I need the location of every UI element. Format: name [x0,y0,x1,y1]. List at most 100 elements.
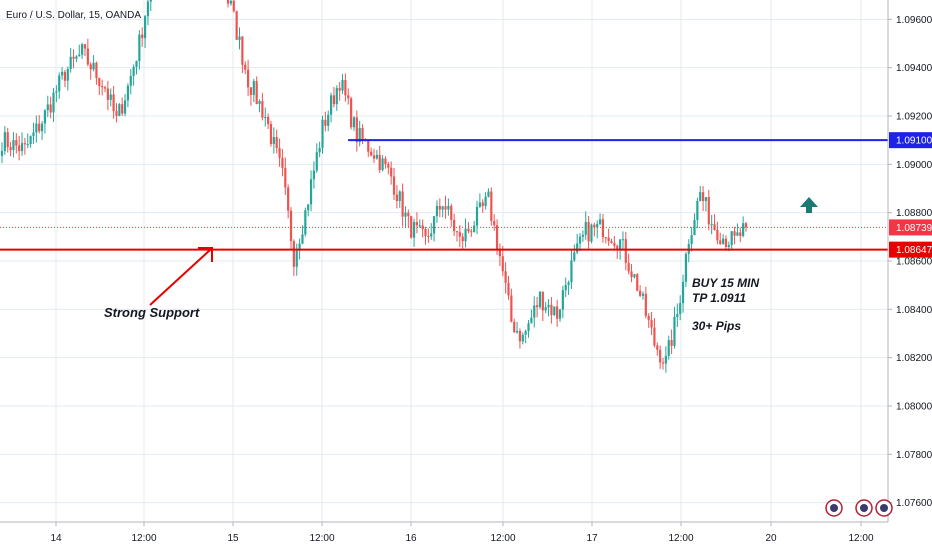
price-badge [889,132,932,149]
candle-body [676,313,679,317]
price-tick-label: 1.08600 [896,257,932,268]
candle-body [126,85,130,101]
candle-body [584,222,587,235]
candle-body [467,228,470,232]
candle-body [481,202,484,207]
candle-body [524,331,527,335]
candle-body [275,137,278,148]
candle-body [404,212,407,217]
candle-body [647,315,650,321]
candle-body [287,187,290,211]
candle-body [103,87,107,89]
candle-body [587,222,590,242]
candle-body [444,206,447,210]
candle-body [438,205,441,210]
candle-body [547,304,550,308]
candle-body [338,88,341,91]
candle-body [447,205,450,210]
candle-body [681,281,685,304]
candle-body [375,154,378,159]
candle-body [650,320,653,328]
candle-body [81,44,84,55]
price-tick-label: 1.08000 [896,402,932,413]
candle-series [0,0,748,373]
candle-body [490,191,493,222]
candle-body [441,206,444,210]
candle-body [101,86,104,88]
candle-body [95,62,98,78]
candle-body [298,243,301,251]
candle-body [553,306,556,315]
candle-body [20,143,24,152]
candle-body [235,11,238,40]
candle-body [395,194,398,202]
candle-body [521,334,524,342]
candle-body [530,317,533,324]
time-axis[interactable] [0,522,888,550]
candle-body [501,256,504,272]
price-axis[interactable] [888,0,932,522]
candle-body [518,331,522,342]
time-tick-label: 16 [405,533,417,544]
candle-body [453,219,456,232]
candle-body [556,306,559,319]
candle-body [0,151,4,156]
candle-body [321,119,324,148]
candle-body [604,237,607,239]
price-tick-label: 1.08800 [896,208,932,219]
time-tick-label: 17 [586,533,598,544]
candle-body [478,202,481,207]
candle-body [435,205,439,217]
candle-body [315,152,318,171]
candle-body [258,101,261,104]
candle-body [141,34,144,39]
candle-body [578,236,582,244]
price-tick-label: 1.09400 [896,63,932,74]
candle-body [538,291,542,308]
price-tick-label: 1.09000 [896,160,932,171]
candle-body [493,221,496,226]
candle-body [83,44,87,49]
candle-body [607,237,610,242]
economic-event-icon[interactable] [855,499,873,517]
candle-body [361,127,364,140]
time-tick-label: 12:00 [309,533,334,544]
candle-body [367,139,370,152]
economic-event-icon[interactable] [875,499,893,517]
candle-body [284,168,287,188]
candle-body [52,92,55,113]
candle-body [670,340,673,346]
candle-body [724,238,728,247]
time-tick-label: 12:00 [848,533,873,544]
candle-body [644,293,647,316]
candle-body [146,1,150,17]
time-tick-label: 12:00 [490,533,515,544]
candle-body [541,291,544,311]
candle-body [309,179,313,205]
candle-body [246,69,250,88]
time-tick-label: 12:00 [131,533,156,544]
candle-body [461,236,464,242]
candle-body [387,163,390,168]
candle-body [301,234,304,244]
candle-body [241,36,244,65]
time-axis-ticks: 14 12:00 15 12:00 16 12:00 17 12:00 20 12:00 [50,522,874,544]
candle-body [106,88,109,100]
candle-body [716,229,719,241]
candle-body [630,271,633,278]
candle-body [55,91,58,93]
price-tick-label: 1.07600 [896,498,932,509]
candle-body [558,309,562,319]
candle-body [733,231,736,236]
price-badge-label: 1.09100 [896,136,932,147]
candle-body [46,104,49,111]
pips-label: 30+ Pips [692,319,741,333]
candle-body [653,327,656,346]
candle-body [621,239,625,241]
candle-body [679,303,682,314]
candle-body [455,231,459,233]
price-tick-label: 1.09600 [896,15,932,26]
candle-body [407,212,410,217]
economic-event-icon[interactable] [825,499,843,517]
